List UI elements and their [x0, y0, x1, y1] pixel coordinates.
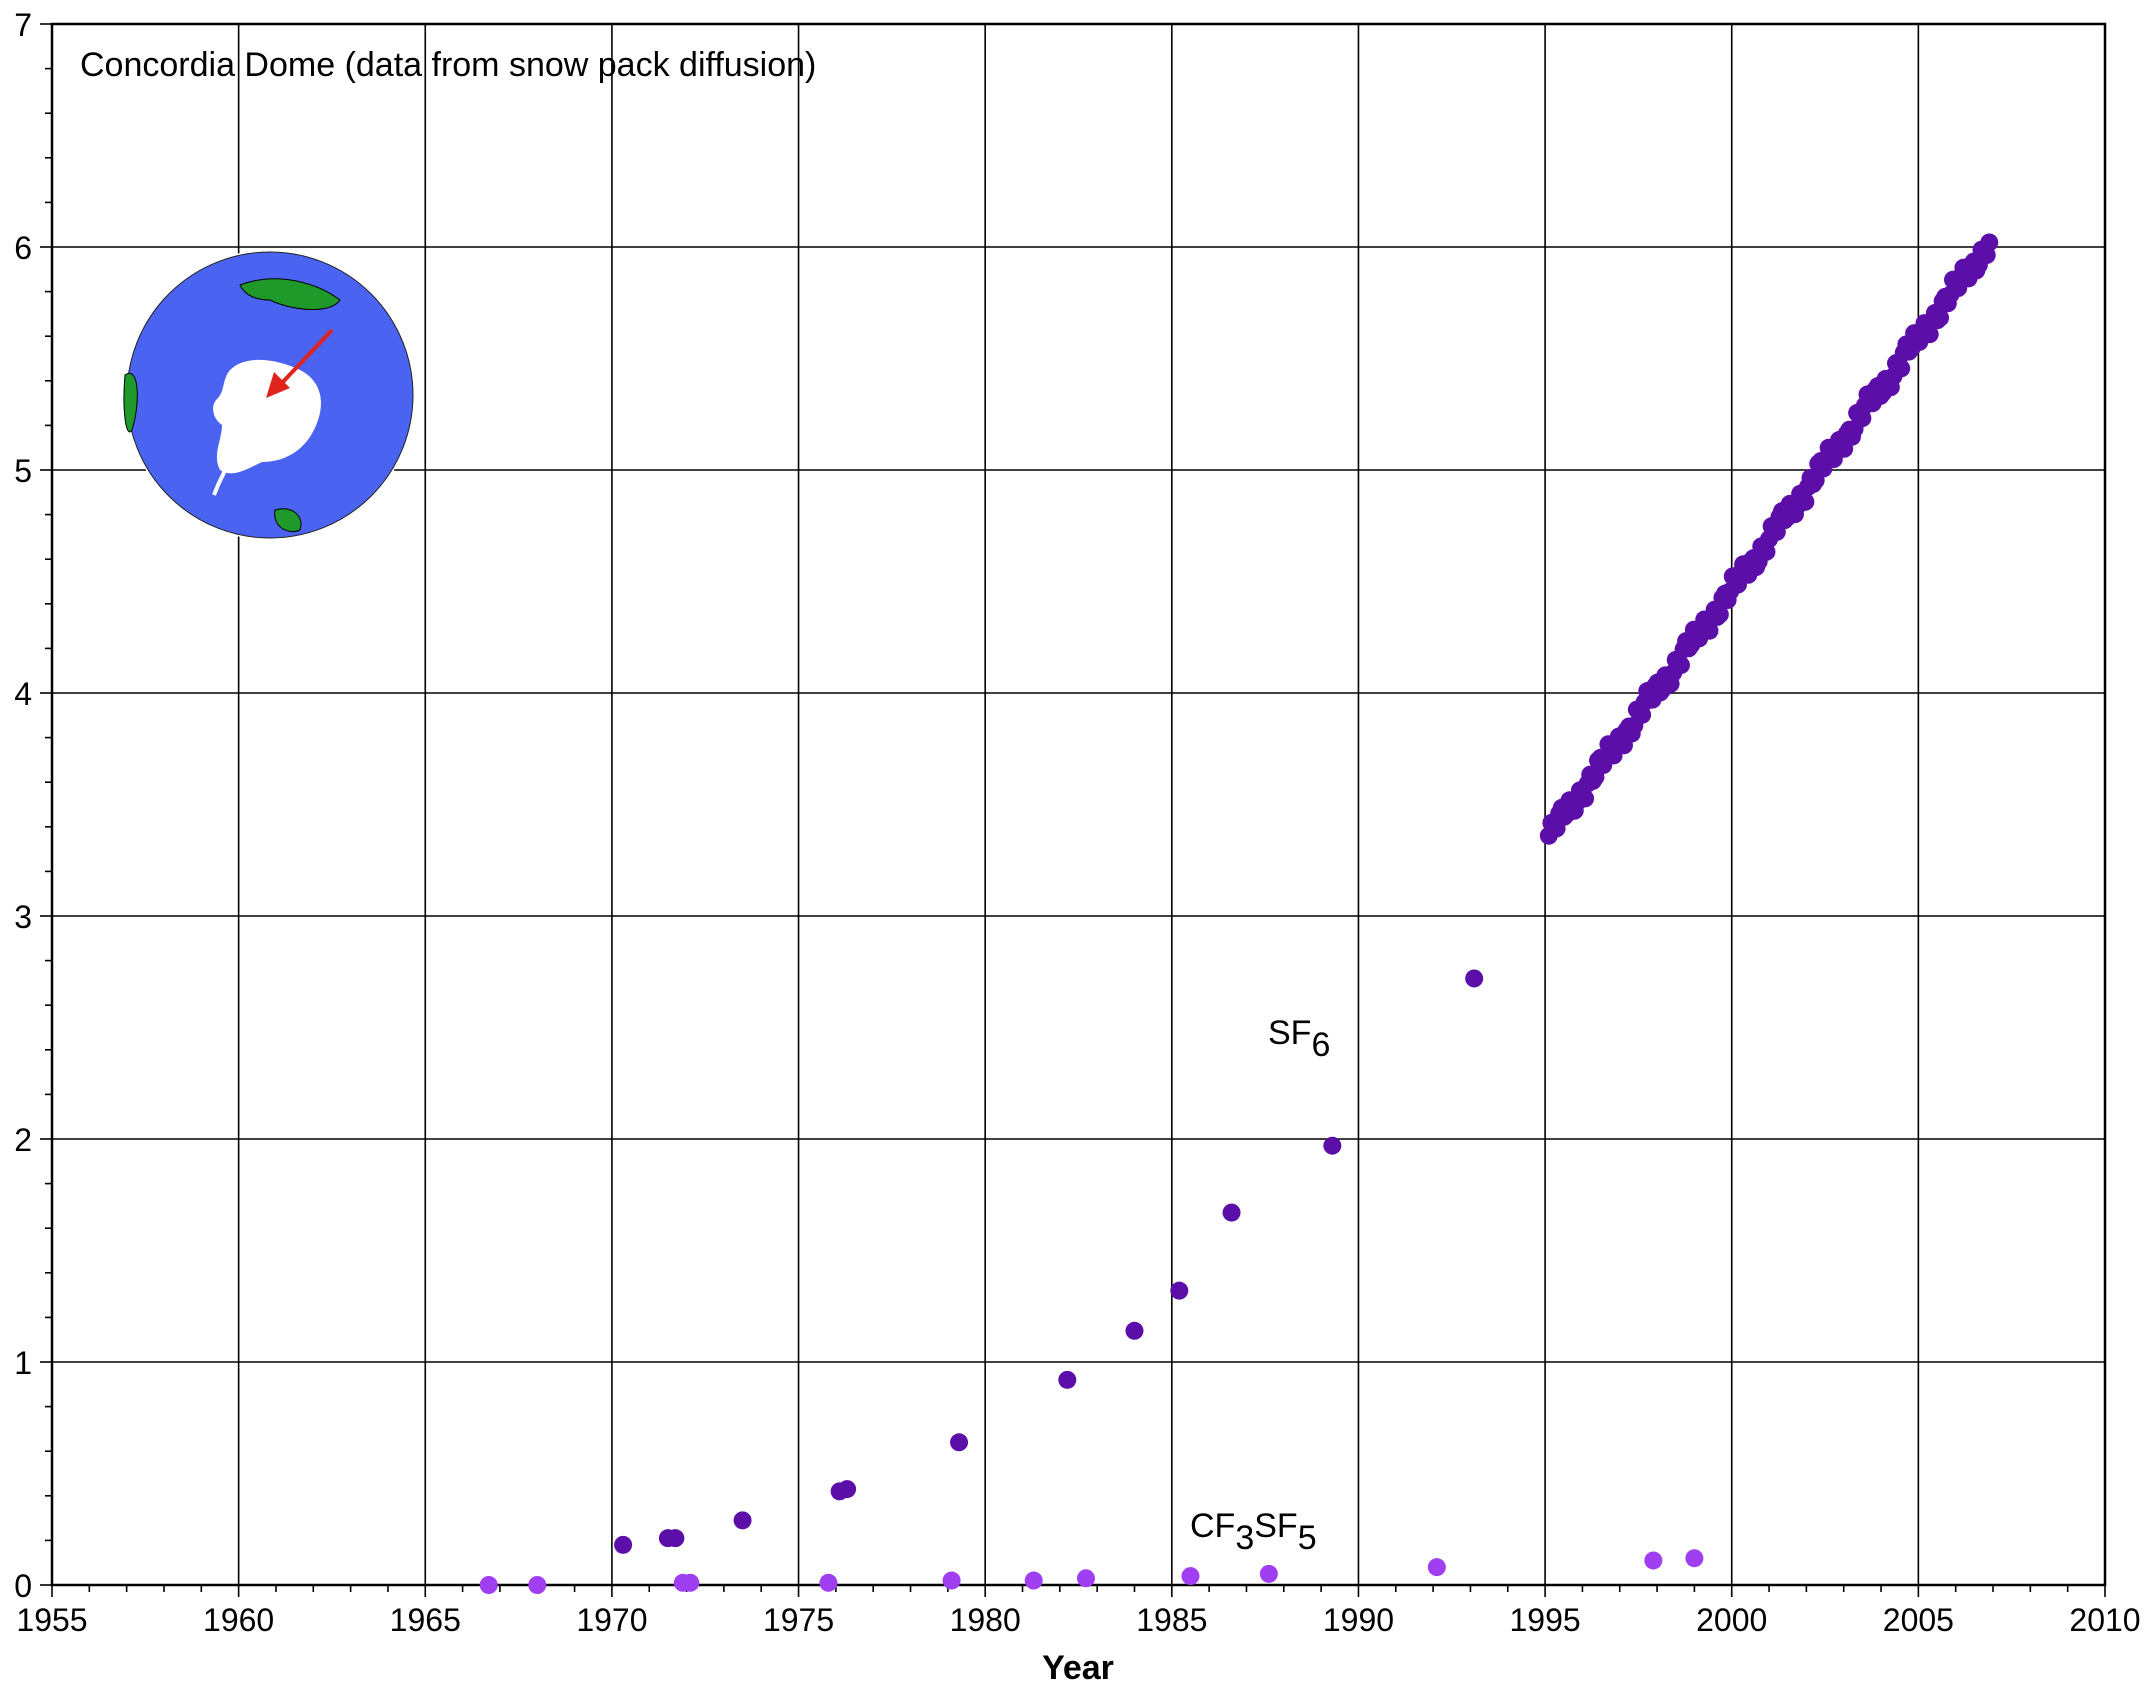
- cf3sf5-point: [1259, 1564, 1278, 1583]
- sf6-point: [666, 1529, 685, 1548]
- globe-land: [274, 508, 302, 533]
- y-tick-label: 5: [14, 453, 32, 489]
- sf6-point: [1058, 1370, 1077, 1389]
- x-tick-label: 1955: [16, 1602, 87, 1638]
- cf3sf5-label-part-1: CF: [1190, 1507, 1235, 1545]
- y-tick-label: 1: [14, 1345, 32, 1381]
- x-tick-label: 1990: [1323, 1602, 1394, 1638]
- text-layer: Concordia Dome (data from snow pack diff…: [80, 46, 1330, 1687]
- x-tick-label: 2005: [1883, 1602, 1954, 1638]
- x-tick-label: 1995: [1509, 1602, 1580, 1638]
- sf6-point: [1170, 1281, 1189, 1300]
- y-tick-label: 0: [14, 1568, 32, 1604]
- sf6-record-point: [1796, 492, 1815, 511]
- sf6-label-sub: 6: [1311, 1026, 1330, 1064]
- x-axis-label: Year: [1042, 1649, 1114, 1687]
- x-tick-label: 1960: [203, 1602, 274, 1638]
- globe-land: [239, 278, 341, 310]
- sf6-point: [614, 1535, 633, 1554]
- cf3sf5-point: [1644, 1551, 1663, 1570]
- y-tick-label: 2: [14, 1122, 32, 1158]
- cf3sf5-point: [681, 1573, 700, 1592]
- cf3sf5-point: [1181, 1567, 1200, 1586]
- y-tick-label: 3: [14, 899, 32, 935]
- sf6-point: [1222, 1203, 1241, 1222]
- y-tick-label: 6: [14, 230, 32, 266]
- sf6-record-point: [1576, 789, 1595, 808]
- cf3sf5-label-part-4: 5: [1298, 1519, 1317, 1557]
- sf6-record-point: [1980, 233, 1999, 252]
- x-tick-label: 1975: [763, 1602, 834, 1638]
- x-tick-label: 1985: [1136, 1602, 1207, 1638]
- sf6-point: [1323, 1136, 1342, 1155]
- location-arrow-head: [266, 372, 290, 398]
- cf3sf5-point: [479, 1576, 498, 1594]
- x-tick-label: 1970: [576, 1602, 647, 1638]
- chart-title: Concordia Dome (data from snow pack diff…: [80, 46, 816, 84]
- cf3sf5-point: [942, 1571, 961, 1590]
- cf3sf5-point: [1076, 1569, 1095, 1588]
- plot-frame: [50, 22, 2107, 1587]
- axis-layer: 1955 1960 1965 1970 1975 1980 1985 1990 1995 2000…: [14, 7, 2140, 1638]
- cf3sf5-label-part-3: SF: [1254, 1507, 1297, 1545]
- cf3sf5-point: [1427, 1558, 1446, 1577]
- cf3sf5-point: [1685, 1549, 1704, 1568]
- cf3sf5-point: [819, 1573, 838, 1592]
- x-tick-label: 2000: [1696, 1602, 1767, 1638]
- x-tick-label: 2010: [2069, 1602, 2140, 1638]
- cf3sf5-point: [1024, 1571, 1043, 1590]
- grid-layer: [52, 24, 2105, 1585]
- sf6-label-main: SF: [1268, 1014, 1311, 1052]
- x-tick-label: 1980: [950, 1602, 1021, 1638]
- sf6-point: [1465, 969, 1484, 988]
- antarctica-ice: [213, 359, 321, 474]
- sf6-record-point: [1931, 308, 1950, 327]
- cf3sf5-label-part-2: 3: [1235, 1519, 1254, 1557]
- sf6-record-point: [1892, 359, 1911, 378]
- cf3sf5-point: [528, 1576, 547, 1594]
- location-arrow: [278, 328, 334, 387]
- y-tick-label: 4: [14, 676, 32, 712]
- antarctic-peninsula: [212, 459, 232, 496]
- sf6-point: [1125, 1321, 1144, 1340]
- y-tick-label: 7: [14, 7, 32, 43]
- globe-land: [123, 372, 138, 433]
- sf6-record-point: [1671, 656, 1690, 675]
- cf3sf5-series-label: CF3SF5: [1190, 1507, 1317, 1557]
- sf6-point: [733, 1511, 752, 1530]
- sf6-series-label: SF6: [1268, 1014, 1330, 1064]
- sf6-record-point: [1710, 605, 1729, 624]
- points-layer: [479, 233, 1999, 1594]
- sf6-point: [950, 1433, 969, 1452]
- inset-globe: [123, 250, 415, 540]
- x-tick-label: 1965: [390, 1602, 461, 1638]
- sf6-point: [838, 1480, 857, 1499]
